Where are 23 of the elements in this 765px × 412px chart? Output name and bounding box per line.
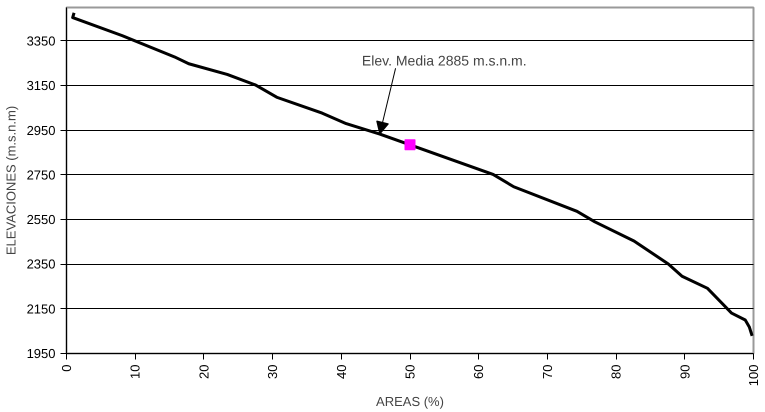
x-tick-label: 30 xyxy=(265,364,280,379)
y-tick-label: 1950 xyxy=(26,346,56,361)
x-tick-label: 20 xyxy=(196,364,212,379)
y-tick-label: 3150 xyxy=(26,78,56,94)
y-tick-label: 2550 xyxy=(26,212,56,228)
x-tick-label: 70 xyxy=(540,364,555,379)
x-tick-label: 50 xyxy=(402,364,418,379)
x-axis-title: AREAS (%) xyxy=(376,394,444,410)
x-tick-label: 40 xyxy=(334,364,349,379)
y-tick-label: 2150 xyxy=(26,301,56,316)
y-tick-label: 3350 xyxy=(26,33,56,48)
x-tick-label: 80 xyxy=(608,364,624,379)
annotation: Elev. Media 2885 m.s.n.m. xyxy=(362,52,527,68)
y-tick-label: 2950 xyxy=(26,122,56,138)
x-tick-label: 10 xyxy=(128,364,143,379)
x-tick-label: 90 xyxy=(677,364,692,379)
x-tick-label: 60 xyxy=(471,364,486,379)
y-tick-label: 2350 xyxy=(26,256,56,272)
x-tick-label: 0 xyxy=(59,364,74,372)
line-series xyxy=(71,11,754,338)
y-tick-label: 2750 xyxy=(26,167,56,182)
x-tick-label: 100 xyxy=(746,364,761,386)
y-axis-title: ELEVACIONES (m.s.n.m) xyxy=(4,106,19,256)
